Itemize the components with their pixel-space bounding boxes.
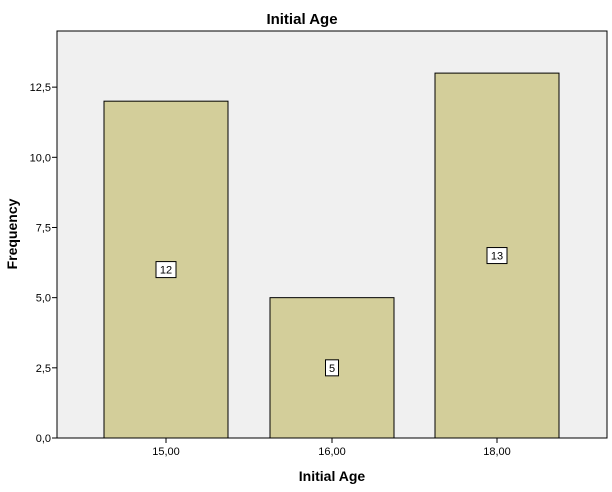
y-tick-label: 10,0 [30, 152, 51, 164]
x-axis: 15,00 16,00 18,00 [152, 438, 511, 458]
y-tick-label: 7,5 [36, 222, 51, 234]
y-tick-label: 12,5 [30, 82, 51, 94]
x-tick-label: 15,00 [152, 446, 180, 458]
data-label: 5 [329, 363, 335, 375]
y-tick-label: 2,5 [36, 363, 51, 375]
data-label-box [155, 261, 177, 279]
y-tick-label: 5,0 [36, 293, 51, 305]
data-label-box [486, 247, 508, 265]
x-axis-title: Initial Age [299, 468, 366, 484]
x-tick-label: 18,00 [483, 446, 511, 458]
y-axis: 0,0 2,5 5,0 7,5 10,0 12,5 [30, 82, 57, 445]
data-labels-group: 12 5 13 [155, 247, 508, 377]
x-tick-label: 16,00 [318, 446, 346, 458]
y-tick-label: 0,0 [36, 433, 51, 445]
chart-title: Initial Age [266, 11, 337, 28]
y-axis-title: Frequency [4, 198, 20, 269]
data-label-box [325, 359, 339, 377]
data-label: 13 [491, 251, 503, 263]
data-label: 12 [160, 265, 172, 277]
